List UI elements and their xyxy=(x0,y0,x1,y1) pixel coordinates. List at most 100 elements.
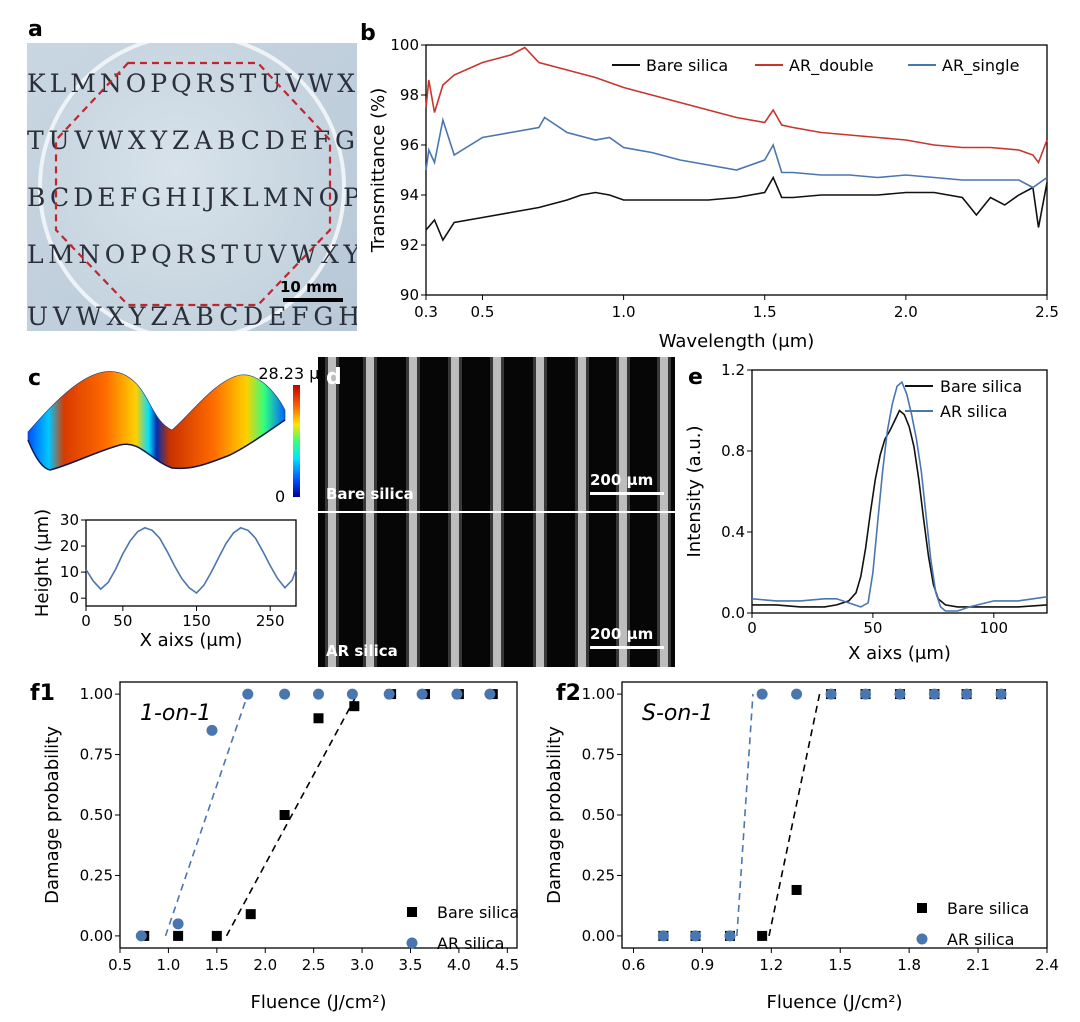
legend-label: AR silica xyxy=(437,934,504,953)
micrograph-bottom-label: AR silica xyxy=(326,642,398,660)
dashed-octagon-outline xyxy=(54,61,332,307)
stripe xyxy=(451,513,459,667)
y-tick-label: 98 xyxy=(400,86,419,104)
stripe xyxy=(328,357,336,511)
data-point-bare xyxy=(757,930,768,941)
x-tick-label: 2.0 xyxy=(894,303,918,321)
data-point-ar xyxy=(690,930,702,942)
legend-marker xyxy=(406,937,418,949)
x-tick-label: 3.5 xyxy=(399,956,423,974)
legend-label: Bare silica xyxy=(947,899,1029,918)
data-point-ar xyxy=(451,688,463,700)
x-tick-label: 0.3 xyxy=(414,303,438,321)
legend-label: Bare silica xyxy=(646,56,728,75)
y-tick-label: 100 xyxy=(390,36,419,54)
letter-row-4: LMNOPQRSTUVWXY xyxy=(27,240,362,269)
colorbar xyxy=(293,385,300,497)
legend-label: Bare silica xyxy=(437,903,519,922)
stripe xyxy=(578,357,586,511)
x-tick-label: 0.9 xyxy=(690,956,714,974)
data-point-ar xyxy=(346,688,358,700)
panel-label-a: a xyxy=(28,17,43,42)
y-tick-label: 0.75 xyxy=(80,746,113,764)
x-tick-label: 2.4 xyxy=(1035,956,1059,974)
y-tick-label: 0.50 xyxy=(582,806,615,824)
letter-row-1: KLMNOPQRSTUVWX xyxy=(27,69,357,98)
x-tick-label: 1.0 xyxy=(612,303,636,321)
panel-a: a KLMNOPQRSTUVWX TUVWXYZABCDEFG BCDEFGHI… xyxy=(27,17,362,331)
data-point-bare xyxy=(279,810,290,820)
stripe xyxy=(578,513,586,667)
stripe xyxy=(366,357,374,511)
micrograph-top-scalebar xyxy=(590,492,664,495)
plot-frame xyxy=(85,519,297,607)
y-tick-label: 0 xyxy=(69,589,79,607)
stripe xyxy=(660,513,668,667)
y-tick-label: 10 xyxy=(60,563,79,581)
stripe xyxy=(328,513,336,667)
data-point-bare xyxy=(245,909,256,920)
y-axis-label: Intensity (a.u.) xyxy=(684,426,705,558)
series-line-bare-silica xyxy=(425,175,1048,242)
y-tick-label: 0.0 xyxy=(721,604,745,622)
data-point-ar xyxy=(279,688,291,700)
data-point-ar xyxy=(961,688,973,700)
colorbar-max-label: 28.23 μm xyxy=(258,364,335,383)
data-point-bare xyxy=(349,701,360,712)
data-point-ar xyxy=(860,688,872,700)
fit-line xyxy=(768,693,821,937)
data-point-bare xyxy=(211,930,222,941)
panel-label-c: c xyxy=(28,366,41,391)
x-tick-label: 0.5 xyxy=(108,956,132,974)
y-tick-label: 1.00 xyxy=(80,685,113,703)
legend-marker xyxy=(407,907,417,917)
stripe xyxy=(409,513,417,667)
x-tick-label: 2.1 xyxy=(966,956,990,974)
legend-label: AR_double xyxy=(789,56,874,76)
y-tick-label: 96 xyxy=(400,136,419,154)
stripe xyxy=(536,513,544,667)
y-axis-label: Transmittance (%) xyxy=(368,88,389,254)
scalebar-line xyxy=(283,298,343,302)
scalebar-label: 10 mm xyxy=(280,278,337,296)
x-tick-label: 4.5 xyxy=(495,956,519,974)
stripe xyxy=(366,513,374,667)
y-tick-label: 0.00 xyxy=(582,927,615,945)
stripes-top xyxy=(325,357,671,511)
y-tick-label: 0.00 xyxy=(80,927,113,945)
x-tick-label: 0 xyxy=(81,612,91,630)
chart-f1: f1 0.5 1.0 1.5 2.0 2.5 3.0 3.5 4.0 4.5 0.00 0.25 0.5… xyxy=(30,681,519,1013)
x-tick-label: 50 xyxy=(113,612,132,630)
micrograph-top-scalebar-label: 200 μm xyxy=(590,471,653,489)
x-axis-label: X aixs (μm) xyxy=(848,643,951,664)
protocol-annotation: 1-on-1 xyxy=(140,701,211,726)
x-tick-label: 3.0 xyxy=(350,956,374,974)
data-point-ar xyxy=(172,918,184,930)
panel-label-d: d xyxy=(326,365,342,390)
x-axis-label: Fluence (J/cm²) xyxy=(766,992,902,1013)
x-tick-label: 1.5 xyxy=(828,956,852,974)
protocol-annotation: S-on-1 xyxy=(642,701,713,726)
stripe xyxy=(409,357,417,511)
legend-label: AR silica xyxy=(940,402,1007,421)
panel-label-e: e xyxy=(688,365,703,390)
series-line-0 xyxy=(85,526,297,595)
y-tick-label: 94 xyxy=(400,186,419,204)
data-point-ar xyxy=(894,688,906,700)
panel-label-b: b xyxy=(360,21,376,46)
series-line-ar-single xyxy=(425,116,1048,189)
y-tick-label: 1.2 xyxy=(721,361,745,379)
x-tick-label: 2.5 xyxy=(1035,303,1059,321)
x-tick-label: 2.0 xyxy=(253,956,277,974)
x-tick-label: 1.5 xyxy=(753,303,777,321)
letter-rows: KLMNOPQRSTUVWX TUVWXYZABCDEFG BCDEFGHIJK… xyxy=(27,69,362,331)
chart-c-profile: 0 50 150 250 0 10 20 30 X aixs (μm) Height (μm) xyxy=(32,509,297,651)
y-tick-label: 90 xyxy=(400,286,419,304)
x-axis-label: Wavelength (μm) xyxy=(659,331,815,352)
data-point-bare xyxy=(791,884,802,895)
fit-line xyxy=(164,693,249,937)
y-tick-label: 0.25 xyxy=(582,866,615,884)
stripe xyxy=(619,357,627,511)
stripe xyxy=(536,357,544,511)
